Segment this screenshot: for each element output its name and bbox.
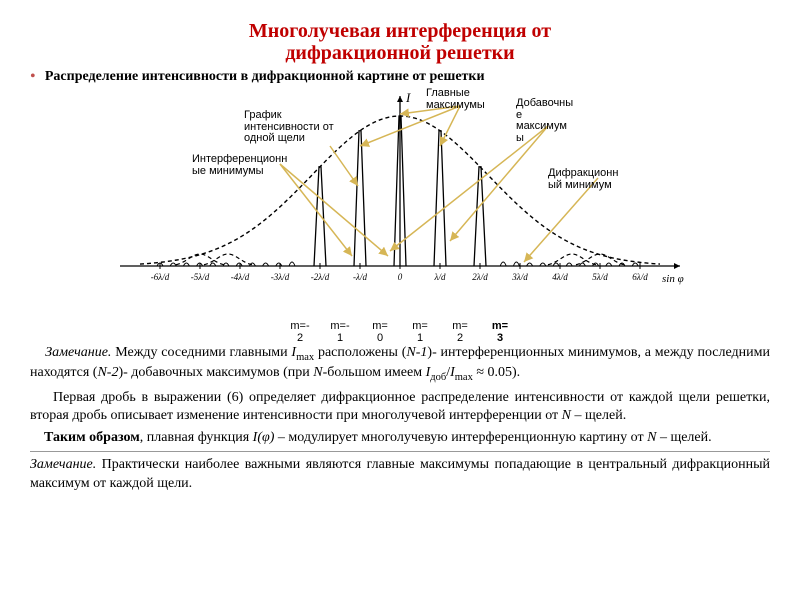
svg-text:5λ/d: 5λ/d [592,272,608,282]
svg-text:-6λ/d: -6λ/d [151,272,170,282]
subtitle: Распределение интенсивности в дифракцион… [45,69,485,84]
paragraph-2: Первая дробь в выражении (6) определяет … [30,389,770,425]
svg-text:-2λ/d: -2λ/d [311,272,330,282]
svg-text:-λ/d: -λ/d [353,272,367,282]
bullet-icon: • [30,68,36,86]
svg-text:2λ/d: 2λ/d [472,272,488,282]
svg-text:-4λ/d: -4λ/d [231,272,250,282]
svg-text:I: I [405,90,411,105]
remark-2: Замечание. Практически наиболее важными … [30,456,770,492]
svg-text:-5λ/d: -5λ/d [191,272,210,282]
title-line-2: дифракционной решетки [285,42,514,64]
title-line-1: Многолучевая интерференция от [249,20,551,42]
annotation-addl_max: Добавочны е максимум ы [516,98,596,144]
svg-text:sin φ: sin φ [662,273,684,285]
separator [30,451,770,452]
subtitle-row: • Распределение интенсивности в дифракци… [30,68,770,86]
annotation-main_max: Главные максимумы [426,88,506,111]
svg-text:-3λ/d: -3λ/d [271,272,290,282]
svg-text:λ/d: λ/d [434,272,446,282]
svg-text:0: 0 [398,272,403,282]
annotation-diff_min: Дифракционн ый минимум [548,168,668,191]
svg-text:4λ/d: 4λ/d [552,272,568,282]
intensity-chart: Isin φ -6λ/d -5λ/d -4λ/d -3λ/d -2λ/d -λ/d 0 λ/d 2… [100,86,700,316]
paragraph-3: Таким образом, плавная функция I(φ) – мо… [30,429,770,447]
m-labels-row: m=-2m=-1m=0m=1m=2m=3 [30,320,770,344]
annotation-single_slit: График интенсивности от одной щели [244,110,374,145]
chart-svg: Isin φ -6λ/d -5λ/d -4λ/d -3λ/d -2λ/d -λ/d 0 λ/d 2… [100,86,700,316]
svg-text:6λ/d: 6λ/d [632,272,648,282]
remark-1: Замечание. Между соседними главными Imax… [30,344,770,385]
annotation-interf_min: Интерференционн ые минимумы [192,154,332,177]
svg-text:3λ/d: 3λ/d [511,272,528,282]
